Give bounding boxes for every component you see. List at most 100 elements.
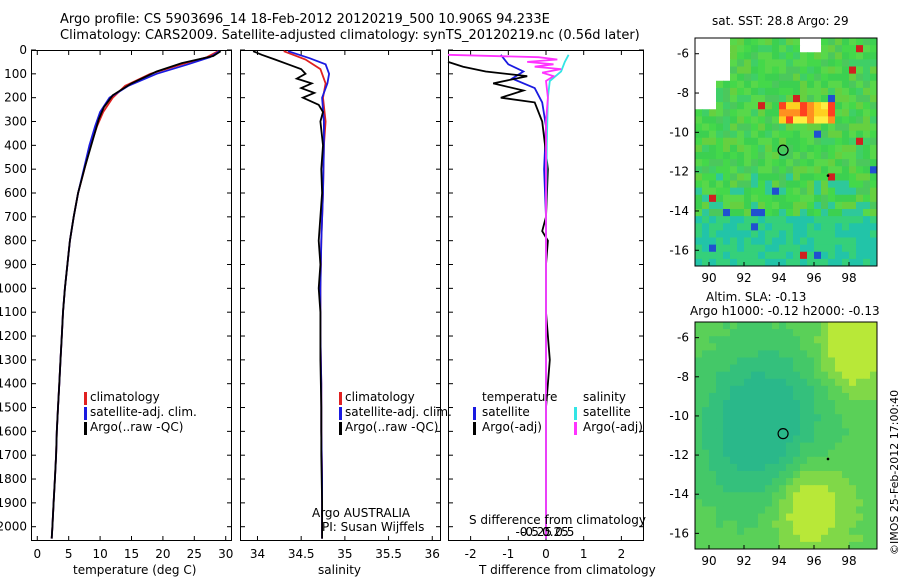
map-cell [709, 428, 717, 436]
map-cell [835, 435, 843, 444]
map-cell [765, 506, 773, 515]
map-cell [695, 244, 703, 253]
map-cell [716, 166, 724, 174]
map-cell [702, 400, 710, 408]
map-cell [856, 520, 864, 529]
map-cell [856, 534, 864, 543]
map-cell [807, 258, 815, 267]
map-cell [821, 428, 829, 436]
map-cell [758, 102, 766, 110]
map-cell [758, 506, 766, 515]
map-cell [716, 435, 724, 444]
map-cell [793, 194, 801, 203]
map-cell [779, 492, 787, 500]
map-cell [702, 194, 710, 203]
map-cell [786, 456, 794, 465]
map-cell [821, 449, 829, 458]
map-cell [765, 223, 773, 231]
map-cell [863, 59, 871, 68]
map-cell [856, 144, 864, 153]
map-cell [821, 201, 829, 210]
map-cell [695, 527, 703, 536]
map-cell [709, 492, 717, 500]
map-cell [730, 66, 738, 75]
map-cell [716, 102, 724, 110]
map-cell [800, 385, 808, 394]
map-cell [751, 485, 759, 493]
depth-tick-label: 1900 [0, 496, 27, 510]
map-cell [828, 470, 836, 479]
map-cell [751, 80, 759, 89]
map-cell [821, 492, 829, 500]
map-cell [828, 251, 836, 260]
map-cell [870, 336, 878, 344]
map-cell [793, 152, 801, 160]
map-cell [793, 329, 801, 337]
map-cell [849, 109, 857, 117]
map-cell [856, 527, 864, 536]
map-cell [870, 80, 878, 89]
map-cell [807, 80, 815, 89]
map-cell [870, 38, 878, 46]
map-cell [807, 506, 815, 515]
map-cell [779, 87, 787, 96]
map-cell [772, 73, 780, 82]
map-cell [807, 194, 815, 203]
map-cell [772, 385, 780, 394]
map-cell [807, 237, 815, 246]
map-cell [863, 470, 871, 479]
map-cell [709, 152, 717, 160]
map-cell [863, 428, 871, 436]
map-cell [716, 350, 724, 358]
map-cell [730, 385, 738, 394]
map-cell [709, 392, 717, 401]
map-cell [744, 137, 752, 146]
map-cell [821, 378, 829, 387]
map-cell [863, 449, 871, 458]
map-cell [870, 258, 878, 267]
map-cell [695, 223, 703, 231]
map-cell [737, 478, 745, 486]
map-cell [835, 209, 843, 217]
map-cell [751, 435, 759, 444]
temperature-series-climatology [50, 50, 219, 539]
map-cell [793, 166, 801, 174]
map-cell [772, 364, 780, 373]
map-cell [842, 400, 850, 408]
map-cell [730, 492, 738, 500]
map-cell [702, 159, 710, 167]
map-cell [751, 87, 759, 96]
map-cell [716, 144, 724, 153]
map-cell [842, 80, 850, 89]
map-cell [758, 45, 766, 53]
map-cell [807, 499, 815, 507]
map-cell [828, 87, 836, 96]
difference-series-salinity-satellite [545, 54, 570, 539]
map-cell [842, 230, 850, 239]
map-cell [814, 173, 822, 182]
map-cell [800, 187, 808, 196]
map-cell [695, 485, 703, 493]
map-cell [828, 463, 836, 472]
map-cell [849, 407, 857, 415]
depth-tick-label: 800 [4, 234, 27, 248]
map-cell [730, 173, 738, 182]
map-cell [786, 428, 794, 436]
map-cell [758, 52, 766, 60]
map-cell [744, 230, 752, 239]
map-cell [835, 421, 843, 429]
map-cell [723, 73, 731, 82]
map-cell [800, 144, 808, 153]
map-cell [821, 237, 829, 246]
map-cell [695, 364, 703, 373]
map-cell [821, 329, 829, 337]
map-cell [772, 407, 780, 415]
map-cell [828, 159, 836, 167]
sla_map-ytick-label: -6 [677, 331, 689, 345]
map-cell [744, 237, 752, 246]
map-cell [765, 435, 773, 444]
map-cell [870, 166, 878, 174]
map-cell [723, 209, 731, 217]
map-cell [709, 336, 717, 344]
depth-tick-label: 1400 [0, 377, 27, 391]
